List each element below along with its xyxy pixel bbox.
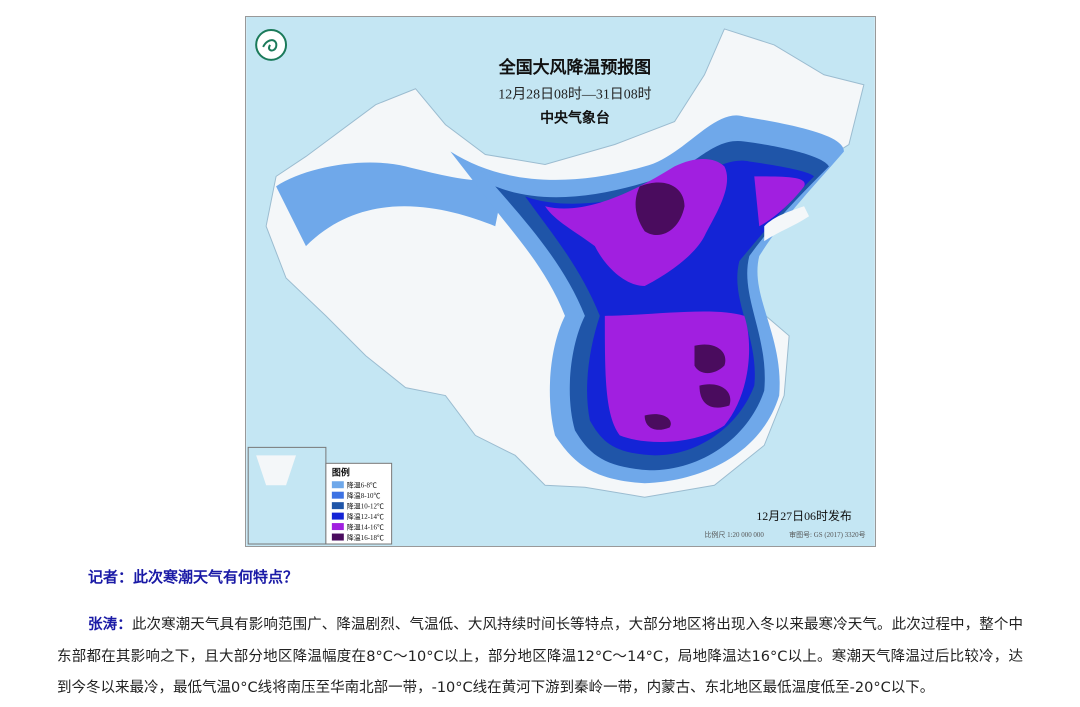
legend-title: 图例 bbox=[332, 466, 350, 477]
logo bbox=[255, 28, 288, 61]
legend-label: 降温10-12℃ bbox=[347, 502, 384, 511]
band-16-18 bbox=[635, 182, 731, 430]
legend-label: 降温16-18℃ bbox=[347, 533, 384, 542]
legend-label: 降温12-14℃ bbox=[347, 512, 384, 521]
legend-label: 降温8-10℃ bbox=[347, 491, 381, 500]
question: 记者：此次寒潮天气有何特点？ bbox=[88, 568, 299, 586]
forecast-map: 全国大风降温预报图 12月28日08时—31日08时 中央气象台 图例 降温6-… bbox=[245, 16, 876, 547]
map-period: 12月28日08时—31日08时 bbox=[498, 87, 651, 103]
speaker: 张涛： bbox=[88, 617, 132, 633]
legend-swatch bbox=[331, 512, 344, 520]
cooling-bands bbox=[450, 115, 844, 484]
answer: 张涛：此次寒潮天气具有影响范围广、降温剧烈、气温低、大风持续时间长等特点，大部分… bbox=[57, 610, 1023, 705]
inset-land bbox=[256, 455, 296, 486]
legend-swatch bbox=[331, 523, 344, 531]
legend-label: 降温6-8℃ bbox=[347, 481, 377, 490]
bohai-land bbox=[764, 206, 810, 242]
band-northwest bbox=[276, 162, 506, 247]
legend-label: 降温14-16℃ bbox=[347, 523, 384, 532]
logo-mark bbox=[262, 39, 278, 52]
answer-text: 此次寒潮天气具有影响范围广、降温剧烈、气温低、大风持续时间长等特点，大部分地区将… bbox=[57, 617, 1024, 696]
legend-swatch bbox=[331, 533, 344, 541]
band-14-16 bbox=[545, 158, 805, 442]
legend-swatch bbox=[331, 502, 344, 510]
map-title: 全国大风降温预报图 bbox=[498, 57, 651, 77]
legend-swatch bbox=[331, 491, 344, 499]
map-issuer: 中央气象台 bbox=[540, 110, 610, 127]
map-scale: 比例尺 1:20 000 000 bbox=[704, 530, 764, 539]
legend-swatch bbox=[331, 481, 344, 489]
issued-time: 12月27日06时发布 bbox=[756, 508, 852, 523]
map-approval: 审图号: GS (2017) 3320号 bbox=[789, 530, 865, 539]
